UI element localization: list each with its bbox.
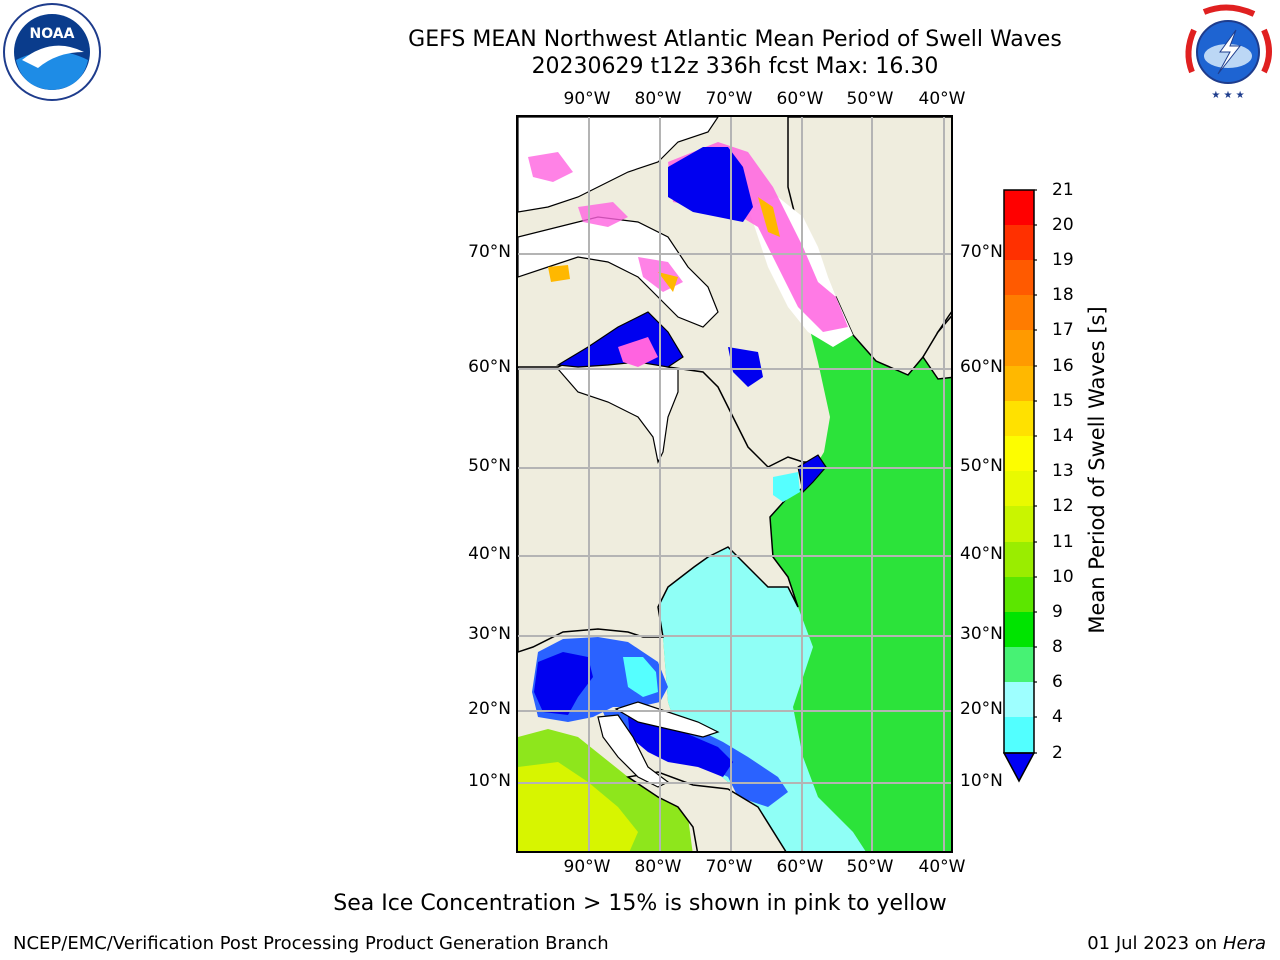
lon-label-top: 90°W [563,89,611,109]
hudson-ice [618,337,658,367]
gulf-dark [534,652,593,715]
colorbar-tick-label: 6 [1052,672,1063,692]
arctic-ice-pink [528,152,683,292]
colorbar-segment [1004,330,1034,367]
map-svg [518,117,951,851]
colorbar-tick-label: 17 [1052,320,1074,340]
colorbar-segment [1004,647,1034,683]
lat-label-left: 40°N [468,544,511,564]
central-america [597,714,670,788]
colorbar-tick-label: 9 [1052,602,1063,622]
lat-label-left: 70°N [468,242,511,262]
lon-label-bottom: 90°W [563,857,611,877]
colorbar-segment [1004,295,1034,331]
venezuela-land [626,771,787,851]
colorbar-segment [1004,471,1034,507]
gulf-cyan [623,657,658,697]
lon-label-top: 60°W [776,89,824,109]
colorbar-tick-label: 15 [1052,391,1074,411]
colorbar-tick-label: 14 [1052,426,1074,446]
footer-date: 01 Jul 2023 on Hera [1087,933,1266,954]
lon-label-bottom: 40°W [918,857,966,877]
colorbar [1002,187,1037,787]
lon-label-top: 70°W [705,89,753,109]
lon-label-top: 50°W [846,89,894,109]
footer-branch: NCEP/EMC/Verification Post Processing Pr… [13,933,609,954]
chart-subtitle: 20230629 t12z 336h fcst Max: 16.30 [531,54,939,79]
arctic-ice-orange [548,265,678,292]
lat-label-left: 60°N [468,357,511,377]
south-america-yellow [518,762,638,851]
colorbar-tick-label: 10 [1052,567,1074,587]
colorbar-tick-label: 21 [1052,180,1074,200]
noaa-logo: NOAA [2,2,102,106]
chart-title: GEFS MEAN Northwest Atlantic Mean Period… [408,27,1062,52]
colorbar-segment [1004,401,1034,437]
colorbar-tick-label: 12 [1052,496,1074,516]
noaa-logo-text: NOAA [30,26,75,42]
lat-label-right: 50°N [960,456,1003,476]
lon-label-top: 40°W [918,89,966,109]
colorbar-segment [1004,506,1034,543]
colorbar-tick-label: 19 [1052,250,1074,270]
lon-label-top: 80°W [634,89,682,109]
colorbar-segment [1004,717,1034,754]
colorbar-tick-label: 20 [1052,215,1074,235]
colorbar-tick-label: 16 [1052,356,1074,376]
arctic-archipelago-2 [518,216,719,328]
labrador-blue [728,347,763,387]
colorbar-segment [1004,260,1034,296]
lat-label-left: 50°N [468,456,511,476]
lon-label-bottom: 50°W [846,857,894,877]
lon-label-bottom: 80°W [634,857,682,877]
colorbar-segment [1004,577,1034,613]
lat-label-right: 70°N [960,242,1003,262]
footer-machine: Hera [1222,933,1266,954]
colorbar-tick-label: 18 [1052,285,1074,305]
lon-label-bottom: 70°W [705,857,753,877]
colorbar-tick-label: 13 [1052,461,1074,481]
sea-ice-note: Sea Ice Concentration > 15% is shown in … [333,891,947,916]
colorbar-segment [1004,682,1034,718]
map-panel [516,115,953,853]
colorbar-tick-label: 2 [1052,743,1063,763]
caribbean-dark [628,717,733,777]
colorbar-segment [1004,225,1034,261]
colorbar-segment [1004,612,1034,648]
colorbar-tick-label: 8 [1052,637,1063,657]
lat-label-left: 20°N [468,699,511,719]
colorbar-label: Mean Period of Swell Waves [s] [1085,306,1109,634]
colorbar-tick-label: 4 [1052,707,1063,727]
lon-label-bottom: 60°W [776,857,824,877]
hudson-bay [556,311,684,368]
lat-label-right: 30°N [960,624,1003,644]
lat-label-left: 30°N [468,624,511,644]
colorbar-segment [1004,436,1034,472]
footer-date-text: 01 Jul 2023 on [1087,933,1223,954]
lat-label-left: 10°N [468,771,511,791]
lat-label-right: 20°N [960,699,1003,719]
graticule [518,117,951,851]
colorbar-tick-label: 11 [1052,532,1074,552]
svg-text:★ ★ ★: ★ ★ ★ [1211,90,1244,101]
colorbar-segment [1004,542,1034,578]
baffin-ice-orange [758,197,780,237]
gulf-st-lawrence-cyan [773,472,800,502]
lat-label-right: 60°N [960,357,1003,377]
lat-label-right: 40°N [960,544,1003,564]
colorbar-segment [1004,366,1034,402]
lat-label-right: 10°N [960,771,1003,791]
arctic-archipelago [518,117,719,213]
nws-logo: ★ ★ ★ [1178,2,1278,106]
colorbar-segment [1004,190,1034,226]
